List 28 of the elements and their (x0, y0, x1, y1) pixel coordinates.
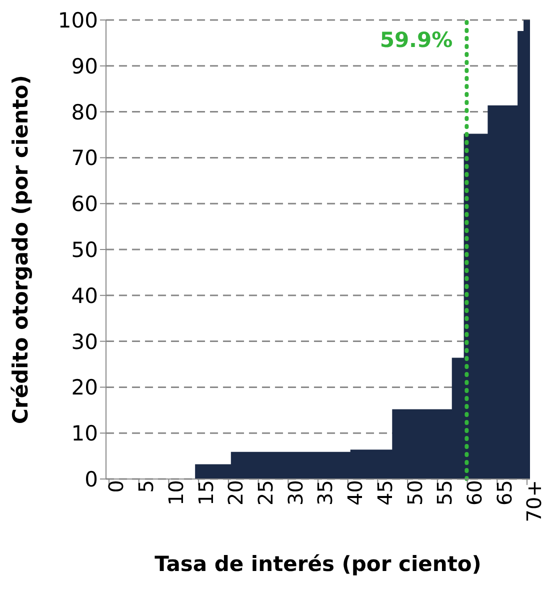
x-tick-label: 50 (402, 480, 427, 506)
x-tick-label: 10 (164, 480, 188, 506)
y-tick-label: 30 (71, 330, 98, 354)
y-tick-label: 10 (71, 422, 98, 446)
y-tick-label: 100 (58, 8, 98, 32)
x-tick-label: 20 (224, 480, 248, 506)
x-axis-title: Tasa de interés (por ciento) (154, 552, 482, 576)
y-tick-label: 40 (71, 284, 98, 308)
y-tick-label: 20 (71, 376, 98, 400)
x-tick-label: 35 (313, 480, 338, 506)
x-tick-label: 25 (253, 480, 278, 506)
x-tick-label: 0 (104, 480, 128, 493)
x-tick-label: 45 (372, 480, 397, 506)
x-tick-label: 15 (194, 480, 218, 506)
y-tick-label: 80 (71, 100, 98, 124)
y-tick-label: 90 (71, 54, 98, 78)
x-tick-label: 30 (283, 480, 308, 506)
x-tick-label: 60 (462, 480, 486, 506)
ref-line-label: 59.9% (380, 28, 453, 52)
x-tick-label: 40 (343, 480, 368, 506)
y-axis-title: Crédito otorgado (por ciento) (8, 75, 32, 424)
x-tick-label: 5 (134, 480, 158, 493)
y-tick-label: 70 (71, 146, 98, 170)
y-tick-label: 60 (71, 192, 98, 216)
x-tick-label: 55 (432, 480, 457, 506)
y-tick-label: 50 (71, 238, 98, 262)
x-tick-label: 70+ (522, 480, 546, 522)
x-tick-label: 65 (492, 480, 516, 506)
